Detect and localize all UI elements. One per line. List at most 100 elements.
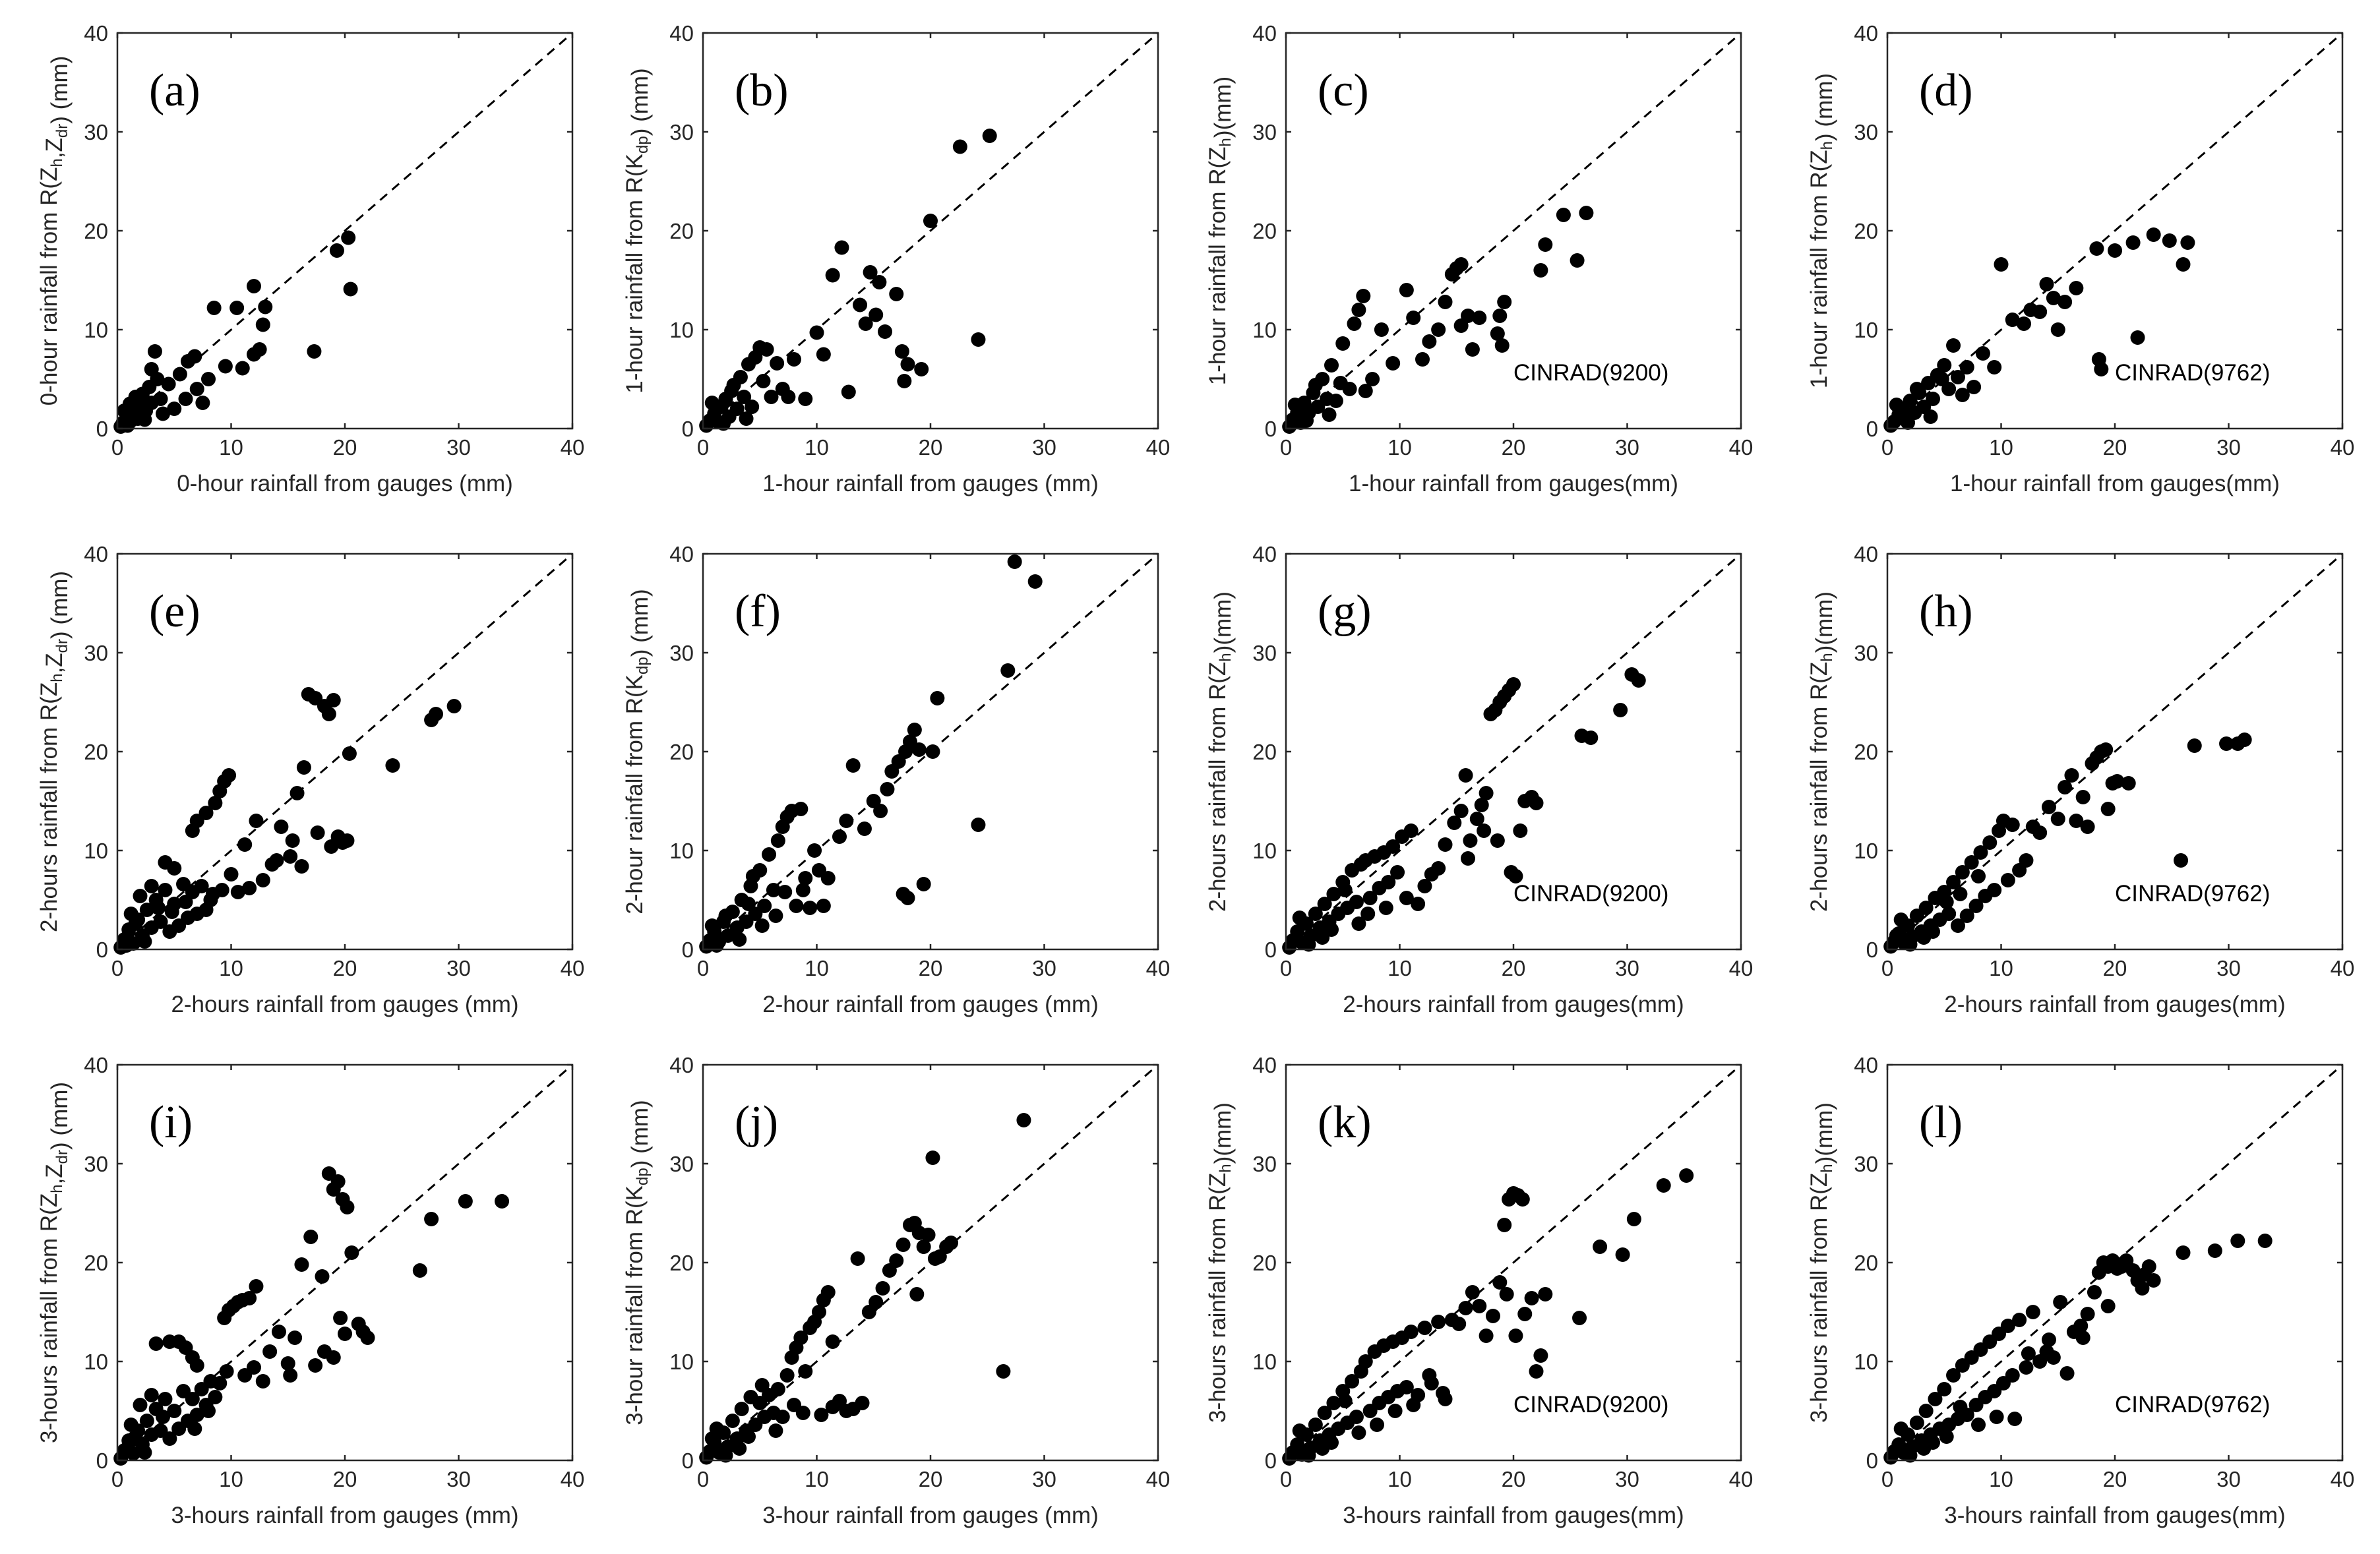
- data-point: [2060, 1366, 2075, 1381]
- data-point: [1411, 897, 1426, 911]
- data-point: [2075, 790, 2090, 804]
- data-point: [242, 881, 257, 895]
- data-point: [326, 693, 341, 707]
- data-point: [2041, 1332, 2056, 1347]
- data-point: [914, 362, 929, 376]
- data-point: [820, 871, 836, 885]
- y-tick-label: 30: [1854, 641, 1878, 665]
- data-point: [1431, 322, 1446, 337]
- data-point: [1959, 909, 1974, 923]
- data-point: [1465, 342, 1480, 357]
- data-point: [296, 760, 311, 775]
- data-point: [1422, 334, 1437, 349]
- data-point: [925, 1151, 940, 1165]
- y-tick-label: 20: [1252, 1251, 1277, 1275]
- data-point: [775, 1410, 790, 1424]
- data-point: [424, 1212, 439, 1226]
- y-tick-label: 0: [1265, 938, 1277, 962]
- x-tick-label: 10: [1388, 956, 1412, 980]
- data-point: [1465, 1285, 1480, 1300]
- y-tick-label: 30: [84, 1152, 108, 1176]
- data-point: [1926, 924, 1940, 939]
- x-tick-label: 40: [561, 1467, 585, 1491]
- data-point: [294, 1257, 309, 1272]
- data-point: [1579, 206, 1594, 220]
- data-point: [1656, 1178, 1671, 1193]
- data-point: [495, 1194, 510, 1209]
- data-point: [150, 372, 165, 386]
- data-point: [255, 1374, 270, 1389]
- data-point: [2141, 1259, 2156, 1274]
- data-point: [123, 1418, 138, 1432]
- data-point: [1317, 897, 1332, 911]
- y-axis-label: 2-hours rainfall from R(Zh,Zdr) (mm): [36, 571, 73, 932]
- data-point: [1403, 823, 1419, 838]
- y-axis-label-subscript: dr: [53, 124, 71, 138]
- data-point: [187, 1421, 202, 1436]
- data-point: [290, 786, 305, 800]
- data-point: [2025, 1305, 2040, 1319]
- data-point: [133, 889, 148, 903]
- data-point: [164, 905, 179, 919]
- data-point: [1351, 1425, 1366, 1440]
- data-point: [1301, 937, 1316, 952]
- data-point: [1975, 346, 1990, 361]
- data-point: [1529, 1364, 1544, 1379]
- data-point: [1386, 839, 1401, 854]
- y-axis-label-subscript: dp: [634, 136, 652, 154]
- panel-a: 0 10 20 30 40 0 10 20 30 40 0-hour rainfall from g…: [36, 21, 584, 496]
- data-point: [825, 268, 840, 283]
- data-point: [1016, 1113, 1031, 1127]
- data-point: [212, 1376, 228, 1390]
- data-point: [1909, 382, 1924, 396]
- data-point: [1333, 376, 1348, 390]
- y-axis-label-part: ) (mm): [47, 571, 73, 639]
- panel-label: (i): [149, 1097, 193, 1148]
- data-point: [1971, 869, 1986, 883]
- y-tick-label: 20: [669, 219, 694, 243]
- x-tick-label: 0: [1881, 956, 1893, 980]
- data-point: [754, 1378, 770, 1392]
- data-point: [2000, 873, 2015, 887]
- panel-h: 0 10 20 30 40 0 10 20 30 40 2-hours rainfall from …: [1806, 542, 2354, 1017]
- data-point: [858, 316, 873, 331]
- data-point: [1438, 837, 1453, 852]
- data-point: [952, 139, 967, 154]
- data-point: [1431, 1315, 1446, 1329]
- y-axis-label: 2-hours rainfall from R(Zh)(mm): [1205, 591, 1236, 912]
- radar-annotation: CINRAD(9762): [2115, 1392, 2270, 1418]
- data-point: [1479, 786, 1494, 800]
- data-point: [1337, 1394, 1353, 1408]
- y-tick-label: 20: [84, 219, 108, 243]
- y-tick-label: 40: [84, 21, 108, 45]
- x-tick-label: 10: [219, 1467, 243, 1491]
- radar-annotation: CINRAD(9762): [2115, 360, 2270, 386]
- data-point: [1474, 798, 1489, 812]
- data-point: [1893, 1421, 1908, 1436]
- data-point: [2089, 241, 2104, 256]
- data-point: [255, 873, 270, 887]
- data-point: [1324, 922, 1339, 937]
- x-tick-label: 10: [805, 1467, 829, 1491]
- data-point: [770, 1382, 785, 1396]
- data-point: [194, 879, 209, 893]
- x-tick-label: 30: [2216, 435, 2241, 460]
- data-point: [737, 390, 752, 404]
- data-point: [1406, 1398, 1421, 1412]
- y-axis-label-subscript: dp: [634, 1168, 652, 1185]
- data-point: [128, 916, 143, 931]
- panel-label: (b): [735, 65, 789, 116]
- data-point: [2087, 1285, 2102, 1300]
- data-point: [2032, 825, 2048, 840]
- y-tick-label: 30: [1854, 120, 1878, 144]
- radar-annotation: CINRAD(9200): [1513, 360, 1668, 386]
- data-point: [1973, 845, 1988, 860]
- data-point: [1533, 263, 1548, 278]
- data-point: [1631, 673, 1646, 688]
- data-point: [340, 833, 355, 848]
- data-point: [2100, 1299, 2116, 1313]
- data-point: [825, 1334, 840, 1349]
- y-tick-label: 30: [1252, 641, 1277, 665]
- data-point: [1994, 257, 2009, 272]
- y-tick-label: 40: [84, 542, 108, 566]
